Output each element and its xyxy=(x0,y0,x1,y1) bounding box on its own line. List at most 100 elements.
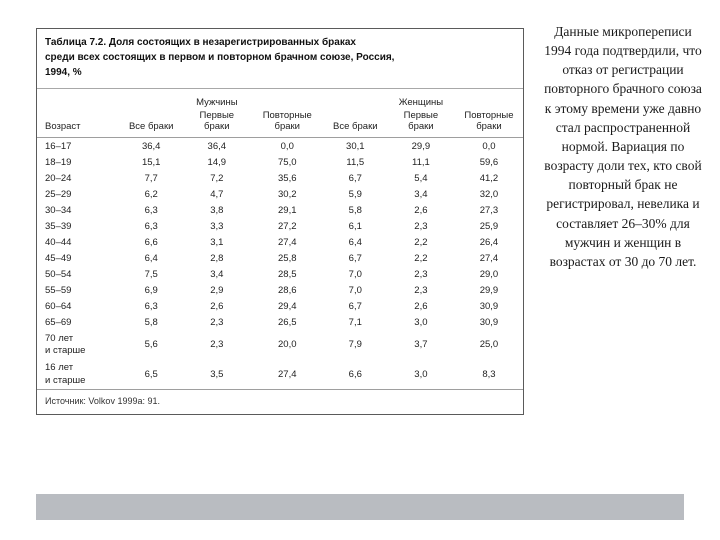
source-row: Источник: Volkov 1999a: 91. xyxy=(37,390,523,415)
column-header-cell: Повторные браки xyxy=(455,108,523,138)
row-label: 16–17 xyxy=(37,138,120,155)
data-cell: 6,3 xyxy=(120,218,183,234)
table-row: 16–1736,436,40,030,129,90,0 xyxy=(37,138,523,155)
data-cell: 75,0 xyxy=(251,154,324,170)
data-cell: 7,2 xyxy=(183,170,251,186)
data-cell: 6,3 xyxy=(120,298,183,314)
group-header-cell xyxy=(120,89,183,108)
data-cell: 7,5 xyxy=(120,266,183,282)
data-cell: 2,3 xyxy=(183,330,251,360)
data-cell: 6,4 xyxy=(324,234,387,250)
slide: Таблица 7.2. Доля состоящих в незарегист… xyxy=(0,0,720,540)
data-cell: 41,2 xyxy=(455,170,523,186)
data-cell: 14,9 xyxy=(183,154,251,170)
column-header-cell: Первые браки xyxy=(183,108,251,138)
data-cell: 25,8 xyxy=(251,250,324,266)
group-header-cell: Женщины xyxy=(387,89,455,108)
group-header-cell xyxy=(455,89,523,108)
data-cell: 6,4 xyxy=(120,250,183,266)
data-cell: 2,6 xyxy=(183,298,251,314)
data-cell: 29,0 xyxy=(455,266,523,282)
data-cell: 0,0 xyxy=(455,138,523,155)
data-cell: 3,4 xyxy=(183,266,251,282)
data-cell: 29,9 xyxy=(455,282,523,298)
data-cell: 2,2 xyxy=(387,234,455,250)
table-row: 55–596,92,928,67,02,329,9 xyxy=(37,282,523,298)
data-cell: 7,0 xyxy=(324,282,387,298)
data-cell: 36,4 xyxy=(183,138,251,155)
data-cell: 7,0 xyxy=(324,266,387,282)
data-cell: 25,0 xyxy=(455,330,523,360)
data-cell: 7,1 xyxy=(324,314,387,330)
data-cell: 30,9 xyxy=(455,298,523,314)
data-cell: 20,0 xyxy=(251,330,324,360)
data-cell: 28,6 xyxy=(251,282,324,298)
data-cell: 11,1 xyxy=(387,154,455,170)
data-cell: 32,0 xyxy=(455,186,523,202)
data-cell: 2,6 xyxy=(387,298,455,314)
data-cell: 29,9 xyxy=(387,138,455,155)
data-cell: 29,1 xyxy=(251,202,324,218)
data-cell: 2,8 xyxy=(183,250,251,266)
table-row: 20–247,77,235,66,75,441,2 xyxy=(37,170,523,186)
data-cell: 5,6 xyxy=(120,330,183,360)
data-cell: 7,7 xyxy=(120,170,183,186)
data-cell: 4,7 xyxy=(183,186,251,202)
data-cell: 2,2 xyxy=(387,250,455,266)
data-cell: 6,2 xyxy=(120,186,183,202)
row-label: 60–64 xyxy=(37,298,120,314)
data-cell: 2,6 xyxy=(387,202,455,218)
column-header-cell: Возраст xyxy=(37,108,120,138)
data-cell: 35,6 xyxy=(251,170,324,186)
data-cell: 3,7 xyxy=(387,330,455,360)
table-row: 65–695,82,326,57,13,030,9 xyxy=(37,314,523,330)
data-cell: 3,5 xyxy=(183,360,251,390)
table-row: 45–496,42,825,86,72,227,4 xyxy=(37,250,523,266)
data-cell: 2,9 xyxy=(183,282,251,298)
data-cell: 6,1 xyxy=(324,218,387,234)
column-header-cell: Все браки xyxy=(120,108,183,138)
data-cell: 6,6 xyxy=(120,234,183,250)
data-cell: 6,5 xyxy=(120,360,183,390)
row-label: 45–49 xyxy=(37,250,120,266)
data-cell: 2,3 xyxy=(387,266,455,282)
data-cell: 30,1 xyxy=(324,138,387,155)
data-cell: 7,9 xyxy=(324,330,387,360)
data-cell: 5,8 xyxy=(120,314,183,330)
row-label: 18–19 xyxy=(37,154,120,170)
table-row: 50–547,53,428,57,02,329,0 xyxy=(37,266,523,282)
data-cell: 3,3 xyxy=(183,218,251,234)
data-cell: 30,2 xyxy=(251,186,324,202)
row-label: 55–59 xyxy=(37,282,120,298)
data-cell: 27,4 xyxy=(251,360,324,390)
group-header-row: Мужчины Женщины xyxy=(37,89,523,108)
row-label: 20–24 xyxy=(37,170,120,186)
data-cell: 15,1 xyxy=(120,154,183,170)
data-cell: 8,3 xyxy=(455,360,523,390)
row-label: 65–69 xyxy=(37,314,120,330)
table-row: 30–346,33,829,15,82,627,3 xyxy=(37,202,523,218)
data-cell: 26,5 xyxy=(251,314,324,330)
data-cell: 27,4 xyxy=(251,234,324,250)
column-header-row: ВозрастВсе бракиПервые браки Повторные бр… xyxy=(37,108,523,138)
group-header-cell: Мужчины xyxy=(183,89,251,108)
table-panel: Таблица 7.2. Доля состоящих в незарегист… xyxy=(36,28,524,415)
data-cell: 0,0 xyxy=(251,138,324,155)
row-label: 50–54 xyxy=(37,266,120,282)
table-row: 35–396,33,327,26,12,325,9 xyxy=(37,218,523,234)
group-header-cell xyxy=(37,89,120,108)
table-row: 16 лет и старше6,53,527,46,63,08,3 xyxy=(37,360,523,390)
data-cell: 3,4 xyxy=(387,186,455,202)
row-label: 25–29 xyxy=(37,186,120,202)
data-cell: 2,3 xyxy=(387,218,455,234)
data-cell: 25,9 xyxy=(455,218,523,234)
footer-bar xyxy=(36,494,684,520)
data-cell: 29,4 xyxy=(251,298,324,314)
row-label: 30–34 xyxy=(37,202,120,218)
title-line-3: 1994, % xyxy=(45,67,82,78)
row-label: 40–44 xyxy=(37,234,120,250)
source-text: Источник: Volkov 1999a: 91. xyxy=(37,390,523,415)
group-header-cell xyxy=(251,89,324,108)
data-cell: 27,2 xyxy=(251,218,324,234)
table-row: 18–1915,114,975,011,511,159,6 xyxy=(37,154,523,170)
